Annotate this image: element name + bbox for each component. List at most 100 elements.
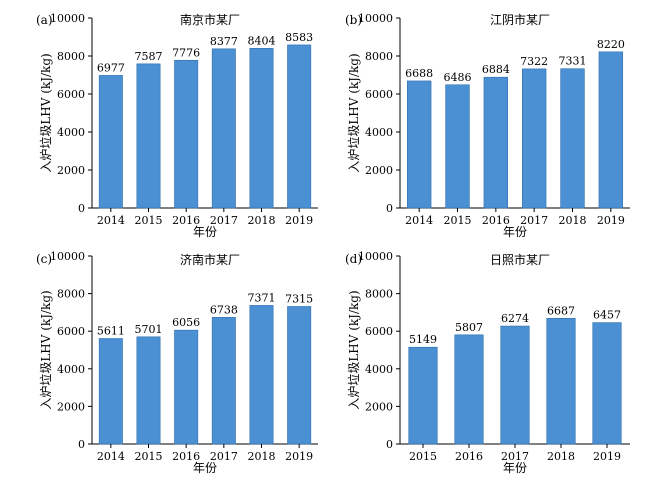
- bar: [592, 322, 622, 445]
- bar-value-label: 5149: [409, 333, 437, 346]
- panel-label: (b): [345, 13, 362, 27]
- bar: [445, 84, 470, 209]
- y-tick-label: 4000: [365, 363, 393, 376]
- bar-value-label: 7322: [520, 55, 548, 68]
- bar: [287, 306, 312, 445]
- y-tick-label: 6000: [365, 325, 393, 338]
- y-tick-label: 10000: [358, 250, 393, 263]
- x-tick-label: 2017: [210, 450, 238, 463]
- y-tick-label: 6000: [57, 88, 85, 101]
- bar: [560, 68, 585, 209]
- bar: [249, 48, 274, 209]
- chart-title: 南京市某厂: [180, 12, 240, 27]
- bar-value-label: 6486: [444, 71, 472, 84]
- bar-value-label: 6884: [482, 63, 510, 76]
- x-axis-title: 年份: [193, 225, 217, 239]
- y-tick-label: 8000: [365, 50, 393, 63]
- y-axis-title: 入炉垃圾LHV (kJ/kg): [346, 290, 361, 409]
- x-tick-label: 2014: [97, 450, 125, 463]
- x-tick-label: 2016: [172, 450, 200, 463]
- y-tick-label: 8000: [57, 288, 85, 301]
- x-tick-label: 2019: [285, 450, 313, 463]
- bar-value-label: 6274: [501, 312, 529, 325]
- x-tick-label: 2016: [482, 214, 510, 227]
- bar: [211, 48, 236, 209]
- bar-value-label: 5807: [455, 321, 483, 334]
- bar: [174, 329, 199, 445]
- bar-value-label: 6738: [210, 303, 238, 316]
- panel-label: (a): [36, 13, 53, 27]
- x-tick-label: 2015: [135, 214, 163, 227]
- bar-value-label: 6977: [97, 61, 125, 74]
- bar-value-label: 5611: [97, 325, 125, 338]
- bar: [98, 75, 123, 209]
- bar: [98, 338, 123, 445]
- chart-panel: 0 2000 4000 6000 8000 10000 5149 2015 5807 2016 62…: [345, 250, 630, 475]
- bar-value-label: 8404: [248, 34, 276, 47]
- y-tick-label: 4000: [57, 126, 85, 139]
- bar: [546, 317, 576, 445]
- bar-value-label: 7315: [285, 292, 313, 305]
- chart-title: 日照市某厂: [490, 252, 550, 267]
- bar: [136, 336, 161, 445]
- y-tick-label: 0: [78, 202, 85, 215]
- bar: [483, 76, 509, 209]
- y-axis-title: 入炉垃圾LHV (kJ/kg): [38, 53, 53, 172]
- y-tick-label: 0: [78, 438, 85, 451]
- x-tick-label: 2014: [405, 214, 433, 227]
- x-tick-label: 2017: [520, 214, 548, 227]
- chart-title: 济南市某厂: [180, 252, 240, 267]
- bar: [500, 325, 530, 445]
- y-tick-label: 10000: [358, 12, 393, 25]
- x-tick-label: 2019: [593, 450, 621, 463]
- x-tick-label: 2019: [285, 214, 313, 227]
- x-axis-title: 年份: [503, 225, 527, 239]
- chart-panel: 0 2000 4000 6000 8000 10000 6977 2014 7587 2015 77…: [36, 12, 318, 239]
- x-tick-label: 2018: [248, 214, 276, 227]
- x-tick-label: 2016: [172, 214, 200, 227]
- y-tick-label: 2000: [365, 400, 393, 413]
- bar: [211, 317, 236, 445]
- panel-label: (c): [36, 252, 52, 266]
- y-axis-title: 入炉垃圾LHV (kJ/kg): [38, 290, 53, 409]
- bar: [136, 63, 161, 209]
- y-tick-label: 10000: [50, 250, 85, 263]
- x-tick-label: 2017: [501, 450, 529, 463]
- chart-title: 江阴市某厂: [490, 12, 550, 27]
- x-tick-label: 2019: [597, 214, 625, 227]
- y-tick-label: 4000: [57, 363, 85, 376]
- y-tick-label: 0: [386, 438, 393, 451]
- bar: [287, 44, 312, 209]
- y-tick-label: 8000: [57, 50, 85, 63]
- bar-value-label: 7331: [559, 55, 587, 68]
- bar-value-label: 6457: [593, 309, 621, 322]
- bar-value-label: 6687: [547, 304, 575, 317]
- bar: [408, 346, 438, 445]
- y-tick-label: 2000: [57, 400, 85, 413]
- bar-value-label: 6688: [405, 67, 433, 80]
- y-tick-label: 10000: [50, 12, 85, 25]
- y-tick-label: 2000: [365, 164, 393, 177]
- bar-value-label: 7371: [248, 291, 276, 304]
- x-tick-label: 2018: [547, 450, 575, 463]
- y-tick-label: 8000: [365, 288, 393, 301]
- bar-value-label: 5701: [135, 323, 163, 336]
- chart-panel: 0 2000 4000 6000 8000 10000 6688 2014 6486 2015 68…: [345, 12, 630, 239]
- bar: [406, 80, 432, 209]
- panel-label: (d): [345, 252, 362, 266]
- y-tick-label: 2000: [57, 164, 85, 177]
- chart-panel: 0 2000 4000 6000 8000 10000 5611 2014 5701 2015 60…: [36, 250, 318, 475]
- x-tick-label: 2016: [455, 450, 483, 463]
- y-tick-label: 4000: [365, 126, 393, 139]
- x-tick-label: 2018: [248, 450, 276, 463]
- y-tick-label: 6000: [365, 88, 393, 101]
- x-tick-label: 2014: [97, 214, 125, 227]
- x-tick-label: 2018: [559, 214, 587, 227]
- x-tick-label: 2015: [409, 450, 437, 463]
- x-axis-title: 年份: [193, 461, 217, 475]
- x-axis-title: 年份: [503, 461, 527, 475]
- y-axis-title: 入炉垃圾LHV (kJ/kg): [346, 53, 361, 172]
- x-tick-label: 2015: [135, 450, 163, 463]
- x-tick-label: 2017: [210, 214, 238, 227]
